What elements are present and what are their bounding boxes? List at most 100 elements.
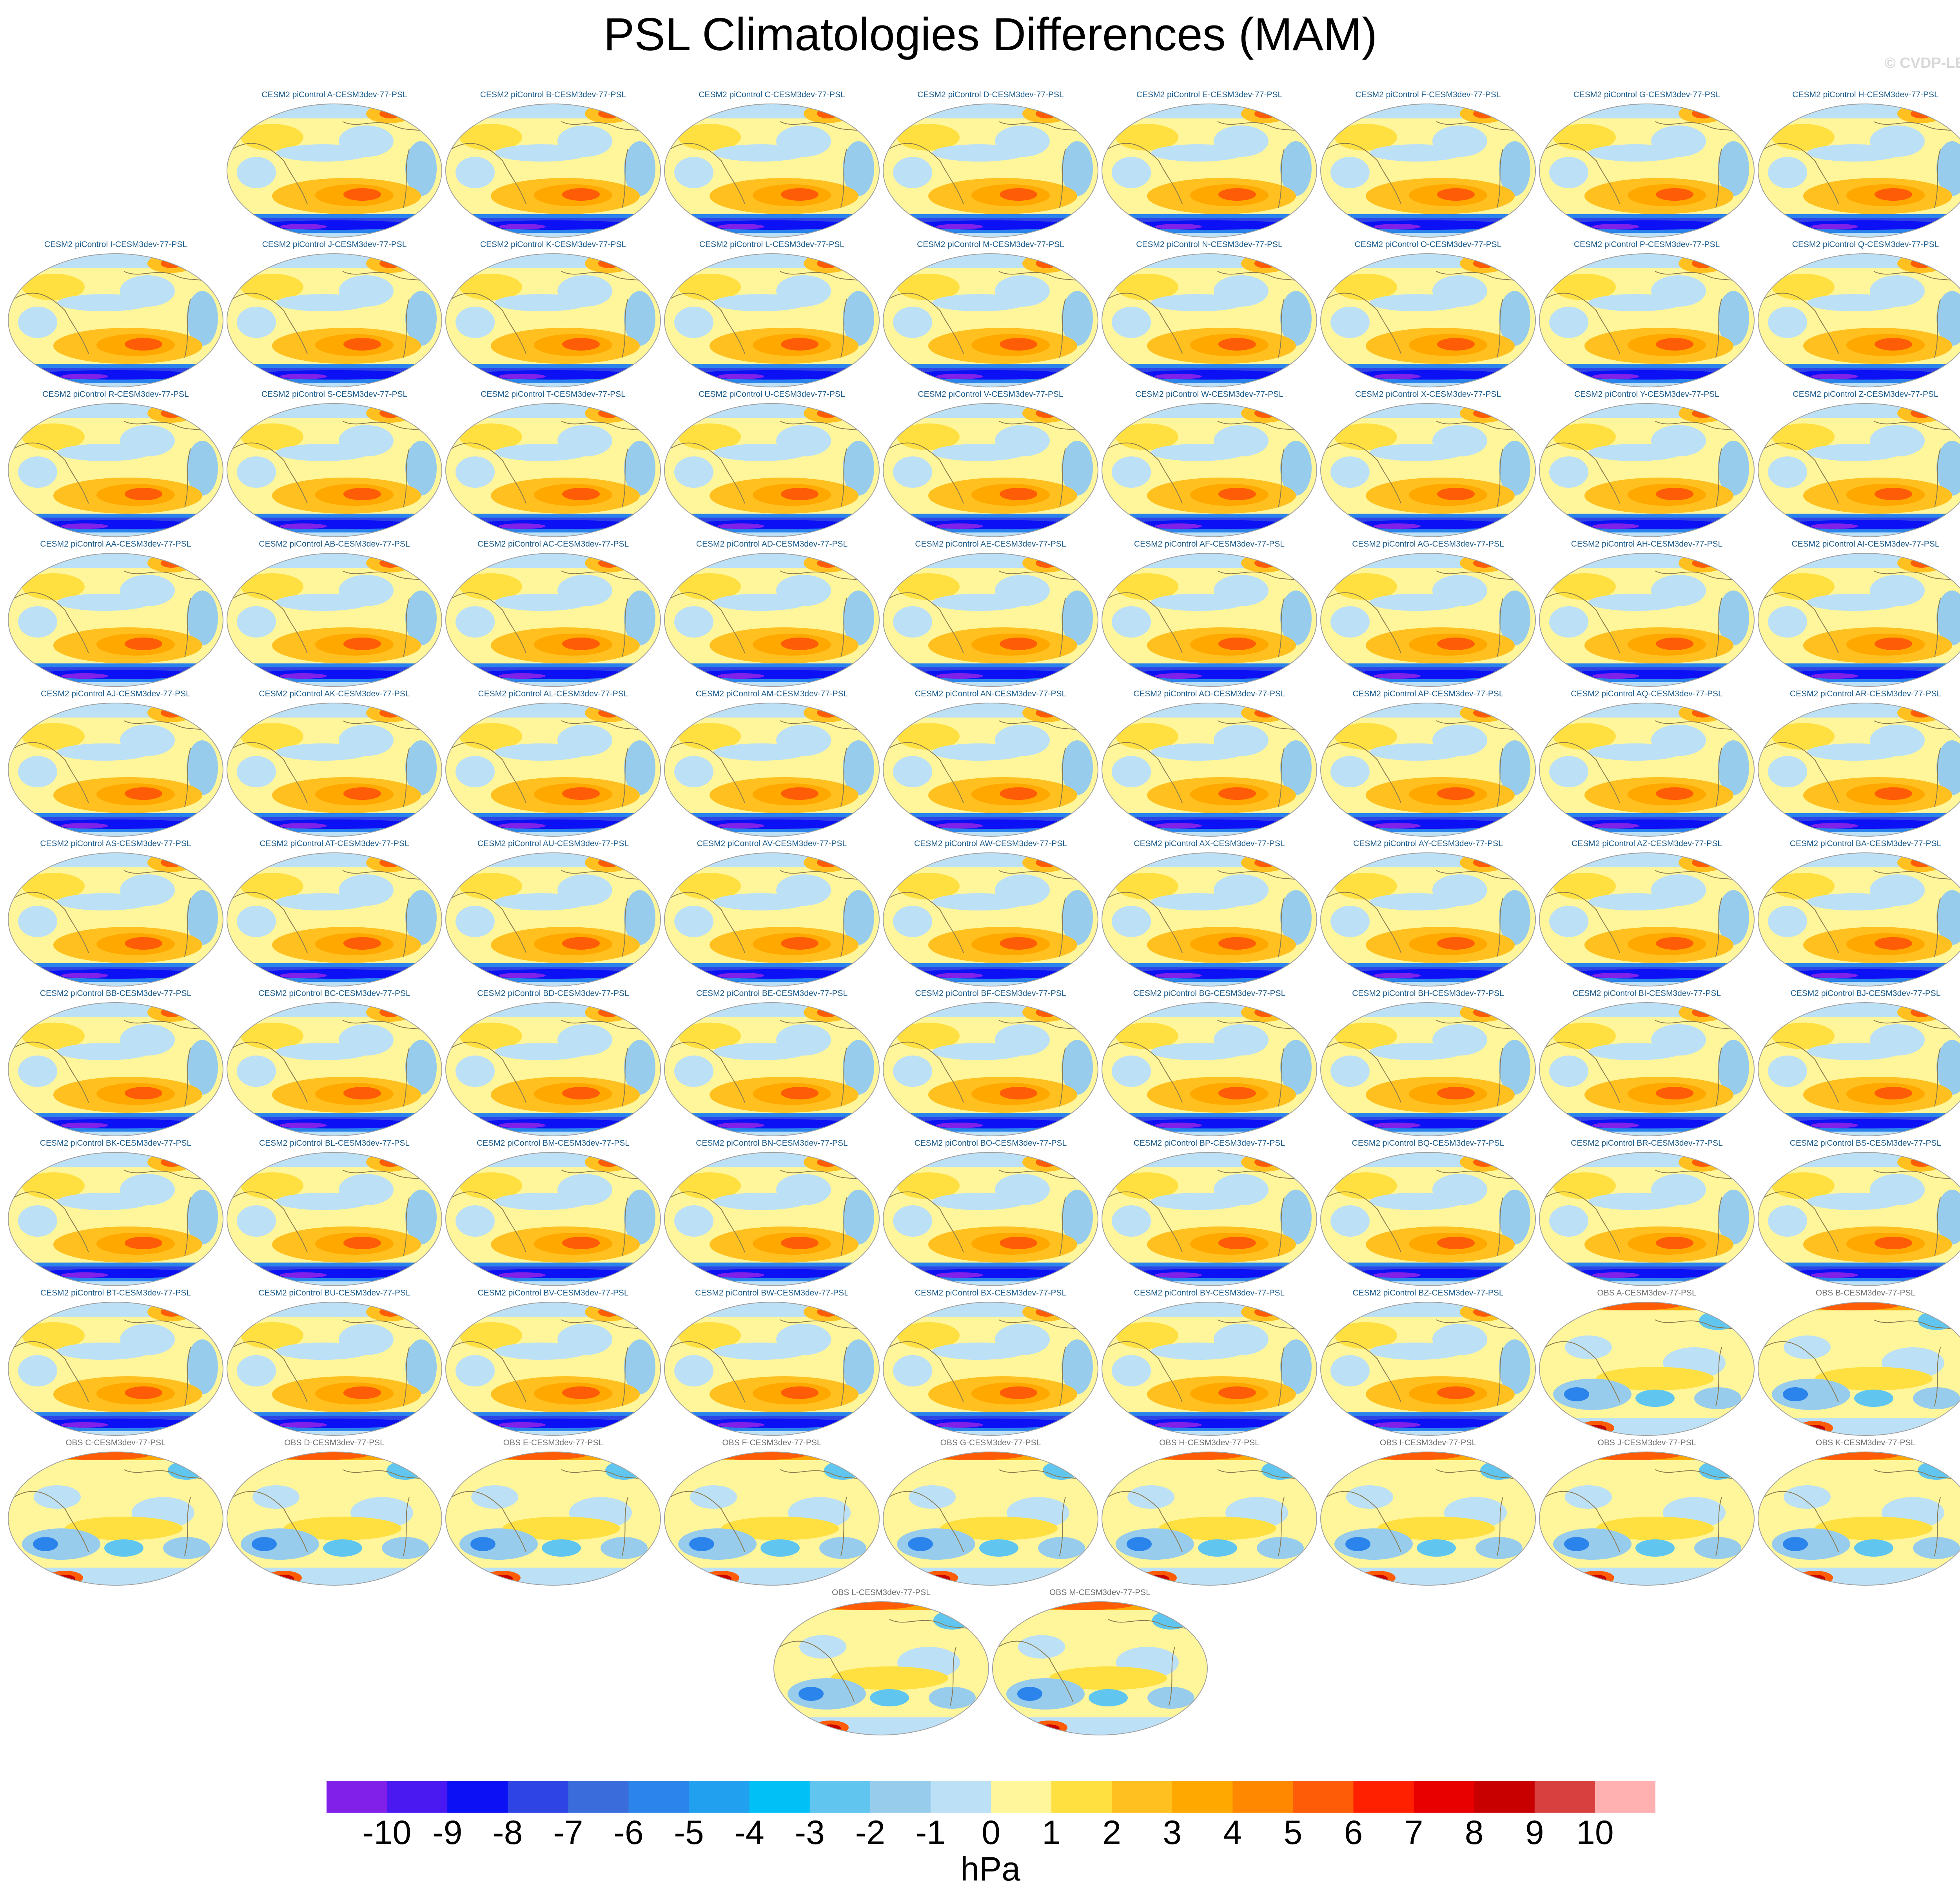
map-panel-title: CESM2 piControl S-CESM3dev-77-PSL (261, 390, 408, 399)
map-panel: CESM2 piControl A-CESM3dev-77-PSL (225, 90, 444, 240)
map-plot (445, 1302, 661, 1436)
map-panel: CESM2 piControl AA-CESM3dev-77-PSL (6, 540, 225, 690)
map-panel-title: CESM2 piControl AK-CESM3dev-77-PSL (259, 689, 410, 698)
map-panel-title: CESM2 piControl AJ-CESM3dev-77-PSL (41, 689, 191, 698)
map-panel-title: CESM2 piControl BE-CESM3dev-77-PSL (696, 989, 848, 998)
map-plot (445, 852, 661, 987)
map-panel: CESM2 piControl AU-CESM3dev-77-PSL (444, 839, 662, 989)
map-panel-title: CESM2 piControl BS-CESM3dev-77-PSL (1789, 1139, 1942, 1148)
map-panel-title: CESM2 piControl AF-CESM3dev-77-PSL (1134, 540, 1285, 549)
map-panel: CESM2 piControl AJ-CESM3dev-77-PSL (6, 689, 225, 839)
map-plot (883, 1452, 1098, 1586)
colorbar-segment (1232, 1781, 1293, 1813)
map-panel-title: CESM2 piControl AH-CESM3dev-77-PSL (1571, 540, 1723, 549)
map-plot (1102, 1152, 1317, 1286)
map-panel: CESM2 piControl AL-CESM3dev-77-PSL (444, 689, 662, 839)
map-panel: CESM2 piControl BZ-CESM3dev-77-PSL (1319, 1288, 1537, 1439)
map-plot (1758, 703, 1960, 837)
map-panel-title: CESM2 piControl Z-CESM3dev-77-PSL (1793, 390, 1938, 399)
map-panel: CESM2 piControl BV-CESM3dev-77-PSL (444, 1288, 662, 1439)
map-plot (1539, 852, 1755, 987)
map-panel: CESM2 piControl BM-CESM3dev-77-PSL (444, 1139, 662, 1289)
map-panel-title: CESM2 piControl A-CESM3dev-77-PSL (261, 90, 407, 99)
colorbar-segment (387, 1781, 448, 1813)
map-plot (773, 1601, 989, 1735)
colorbar-segment (689, 1781, 750, 1813)
map-panel-title: CESM2 piControl AE-CESM3dev-77-PSL (915, 540, 1066, 549)
map-panel-title: CESM2 piControl Y-CESM3dev-77-PSL (1574, 390, 1719, 399)
map-panel-title: CESM2 piControl AI-CESM3dev-77-PSL (1791, 540, 1940, 549)
map-panel-title: CESM2 piControl BG-CESM3dev-77-PSL (1133, 989, 1286, 998)
map-plot (8, 1302, 223, 1436)
map-plot (1758, 1152, 1960, 1286)
map-panel-title: CESM2 piControl AL-CESM3dev-77-PSL (478, 689, 628, 698)
map-panel: CESM2 piControl BJ-CESM3dev-77-PSL (1756, 989, 1960, 1139)
colorbar-tick-label: 3 (1163, 1814, 1182, 1851)
map-plot (8, 703, 223, 837)
map-panel-title: CESM2 piControl BH-CESM3dev-77-PSL (1352, 989, 1504, 998)
map-panel-title: CESM2 piControl X-CESM3dev-77-PSL (1355, 390, 1501, 399)
colorbar-tick-label: 10 (1576, 1814, 1614, 1851)
map-panel: CESM2 piControl D-CESM3dev-77-PSL (881, 90, 1100, 240)
map-panel: CESM2 piControl AY-CESM3dev-77-PSL (1319, 839, 1537, 989)
map-panel-title: OBS B-CESM3dev-77-PSL (1815, 1288, 1916, 1297)
map-panel: CESM2 piControl AV-CESM3dev-77-PSL (662, 839, 881, 989)
map-panel-title: OBS I-CESM3dev-77-PSL (1379, 1438, 1477, 1447)
map-panel-title: CESM2 piControl BJ-CESM3dev-77-PSL (1790, 989, 1941, 998)
map-plot (664, 852, 880, 987)
map-plot (8, 403, 223, 537)
colorbar-segment (1293, 1781, 1354, 1813)
colorbar-tick-label: 4 (1223, 1814, 1242, 1851)
map-plot (1539, 1302, 1755, 1436)
map-plot (1320, 403, 1536, 537)
map-plot (227, 1452, 442, 1586)
map-plot (664, 403, 880, 537)
map-panel-title: CESM2 piControl G-CESM3dev-77-PSL (1573, 90, 1720, 99)
map-panel: CESM2 piControl F-CESM3dev-77-PSL (1319, 90, 1537, 240)
map-panel: CESM2 piControl X-CESM3dev-77-PSL (1319, 390, 1537, 540)
map-panel-title: CESM2 piControl BL-CESM3dev-77-PSL (259, 1139, 410, 1148)
map-plot (664, 253, 880, 387)
map-panel-title: CESM2 piControl T-CESM3dev-77-PSL (481, 390, 626, 399)
map-panel-title: CESM2 piControl AW-CESM3dev-77-PSL (914, 839, 1067, 848)
map-plot (1539, 1002, 1755, 1136)
map-plot (1320, 553, 1536, 687)
map-plot (883, 553, 1098, 687)
colorbar-segment (991, 1781, 1052, 1813)
colorbar-tick-label: 5 (1283, 1814, 1303, 1851)
map-panel-title: CESM2 piControl BV-CESM3dev-77-PSL (477, 1288, 629, 1297)
map-panel: CESM2 piControl AX-CESM3dev-77-PSL (1100, 839, 1319, 989)
map-plot (664, 1002, 880, 1136)
map-plot (1758, 104, 1960, 238)
map-panel: OBS M-CESM3dev-77-PSL (991, 1588, 1209, 1738)
map-panel: CESM2 piControl V-CESM3dev-77-PSL (881, 390, 1100, 540)
map-plot (883, 403, 1098, 537)
map-panel: CESM2 piControl G-CESM3dev-77-PSL (1537, 90, 1756, 240)
map-panel: CESM2 piControl AT-CESM3dev-77-PSL (225, 839, 444, 989)
map-plot (664, 1152, 880, 1286)
map-panel-title: CESM2 piControl BC-CESM3dev-77-PSL (258, 989, 410, 998)
map-plot (1320, 1152, 1536, 1286)
map-panel: CESM2 piControl R-CESM3dev-77-PSL (6, 390, 225, 540)
colorbar-tick-label: 7 (1404, 1814, 1423, 1851)
colorbar-tick-label: -1 (915, 1814, 946, 1851)
page-title: PSL Climatologies Differences (MAM) (603, 9, 1377, 60)
colorbar-tick-label: -2 (855, 1814, 886, 1851)
colorbar-tick-label: 0 (982, 1814, 1000, 1851)
map-plot (8, 852, 223, 987)
map-panel: CESM2 piControl BL-CESM3dev-77-PSL (225, 1139, 444, 1289)
map-panel: CESM2 piControl AE-CESM3dev-77-PSL (881, 540, 1100, 690)
map-plot (1102, 553, 1317, 687)
map-panel: CESM2 piControl AZ-CESM3dev-77-PSL (1537, 839, 1756, 989)
map-panel: CESM2 piControl BS-CESM3dev-77-PSL (1756, 1139, 1960, 1289)
map-plot (664, 1302, 880, 1436)
map-panel-title: CESM2 piControl AY-CESM3dev-77-PSL (1353, 839, 1503, 848)
map-plot (992, 1601, 1208, 1735)
map-panel-title: CESM2 piControl AB-CESM3dev-77-PSL (259, 540, 410, 549)
map-panel: CESM2 piControl J-CESM3dev-77-PSL (225, 240, 444, 390)
map-plot (445, 104, 661, 238)
map-plot (445, 1002, 661, 1136)
map-plot (8, 553, 223, 687)
map-panel: CESM2 piControl AC-CESM3dev-77-PSL (444, 540, 662, 690)
map-plot (1320, 1302, 1536, 1436)
